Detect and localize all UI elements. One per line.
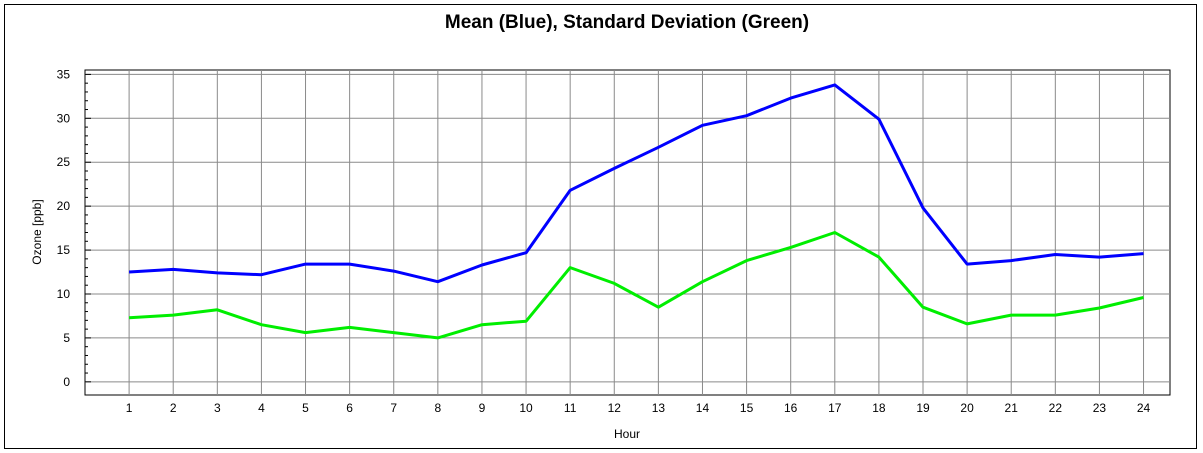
x-tick-label: 18 (872, 401, 886, 415)
x-tick-label: 20 (960, 401, 974, 415)
y-tick-label: 30 (57, 111, 71, 125)
x-tick-label: 15 (740, 401, 754, 415)
series-line-2 (129, 231, 1144, 340)
y-tick-label: 35 (57, 67, 71, 81)
y-axis-label: Ozone [ppb] (30, 199, 44, 264)
grid (85, 70, 1170, 395)
x-tick-label: 24 (1137, 401, 1151, 415)
y-tick-label: 10 (57, 287, 71, 301)
x-tick-label: 8 (435, 401, 442, 415)
x-tick-label: 3 (214, 401, 221, 415)
x-tick-label: 6 (346, 401, 353, 415)
x-tick-label: 17 (828, 401, 842, 415)
x-tick-label: 16 (784, 401, 798, 415)
x-tick-label: 12 (608, 401, 622, 415)
y-tick-label: 25 (57, 155, 71, 169)
series-line-1 (129, 83, 1144, 284)
plot-area (84, 69, 1171, 396)
x-tick-label: 5 (302, 401, 309, 415)
chart-title: Mean (Blue), Standard Deviation (Green) (445, 12, 809, 33)
x-tick-label: 21 (1005, 401, 1019, 415)
y-tick-label: 20 (57, 199, 71, 213)
x-tick-label: 13 (652, 401, 666, 415)
x-tick-label: 22 (1049, 401, 1063, 415)
y-tick-labels: 0 5 10 15 20 25 30 35 (57, 67, 71, 388)
y-tick-label: 15 (57, 243, 71, 257)
x-tick-label: 10 (519, 401, 533, 415)
y-tick-label: 0 (63, 375, 70, 389)
x-tick-label: 23 (1093, 401, 1107, 415)
y-tick-label: 5 (63, 331, 70, 345)
x-tick-label: 2 (170, 401, 177, 415)
series-lines (129, 83, 1144, 340)
x-tick-labels: 1 2 3 4 5 6 7 8 9 10 11 12 13 14 15 16 17 18 19 20 21 22 23 24 (126, 401, 1151, 415)
x-tick-label: 9 (479, 401, 486, 415)
x-tick-label: 1 (126, 401, 133, 415)
x-tick-label: 7 (390, 401, 397, 415)
x-tick-label: 11 (564, 401, 577, 415)
x-tick-label: 4 (258, 401, 265, 415)
x-tick-label: 19 (916, 401, 930, 415)
x-tick-label: 14 (696, 401, 710, 415)
x-axis-label: Hour (614, 427, 640, 441)
y-minor-ticks (85, 73, 91, 383)
